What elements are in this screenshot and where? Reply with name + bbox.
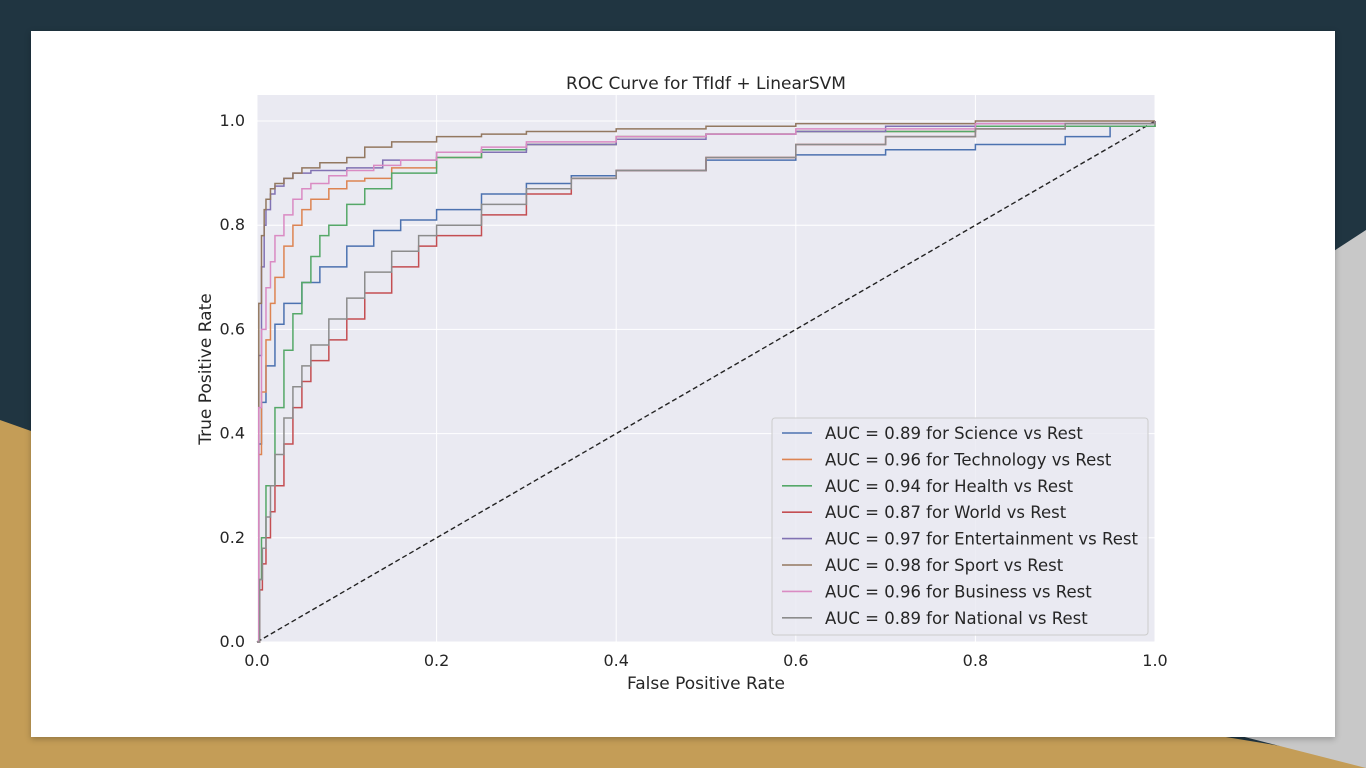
x-tick-label: 0.2 — [424, 651, 449, 670]
y-tick-label: 0.6 — [220, 319, 245, 338]
roc-chart: 0.0 0.2 0.4 0.6 0.8 1.0 0.0 0.2 0.4 0.6 0.8 1.0 ROC… — [196, 74, 1168, 694]
legend-label: AUC = 0.89 for National vs Rest — [825, 609, 1088, 628]
y-tick-label: 0.0 — [220, 632, 245, 651]
legend: AUC = 0.89 for Science vs Rest AUC = 0.96… — [771, 417, 1149, 636]
legend-label: AUC = 0.96 for Business vs Rest — [825, 582, 1092, 601]
legend-label: AUC = 0.97 for Entertainment vs Rest — [825, 530, 1138, 549]
legend-box — [771, 417, 1149, 636]
legend-label: AUC = 0.89 for Science vs Rest — [825, 424, 1083, 443]
roc-series-line — [257, 121, 1156, 643]
roc-series-line — [257, 121, 1156, 643]
x-axis-title: False Positive Rate — [627, 674, 785, 694]
x-tick-label: 0.8 — [963, 651, 988, 670]
y-tick-label: 0.8 — [220, 215, 245, 234]
legend-label: AUC = 0.98 for Sport vs Rest — [825, 556, 1064, 575]
y-tick-label: 0.2 — [220, 528, 245, 547]
y-tick-label: 0.4 — [220, 424, 245, 443]
legend-label: AUC = 0.87 for World vs Rest — [825, 503, 1067, 522]
roc-series-line — [257, 121, 1156, 643]
x-tick-label: 1.0 — [1142, 651, 1167, 670]
x-tick-label: 0.0 — [244, 651, 269, 670]
roc-series-line — [257, 120, 1155, 643]
y-axis-title: True Positive Rate — [196, 293, 216, 445]
chart-title: ROC Curve for TfIdf + LinearSVM — [566, 74, 846, 94]
x-tick-label: 0.4 — [603, 651, 628, 670]
chart-slide: 0.0 0.2 0.4 0.6 0.8 1.0 0.0 0.2 0.4 0.6 0.8 1.0 ROC… — [31, 31, 1335, 737]
legend-label: AUC = 0.94 for Health vs Rest — [825, 477, 1074, 496]
chance-diagonal-line — [256, 120, 1156, 643]
legend-label: AUC = 0.96 for Technology vs Rest — [825, 450, 1112, 469]
x-tick-label: 0.6 — [783, 651, 808, 670]
y-tick-label: 1.0 — [220, 111, 245, 130]
